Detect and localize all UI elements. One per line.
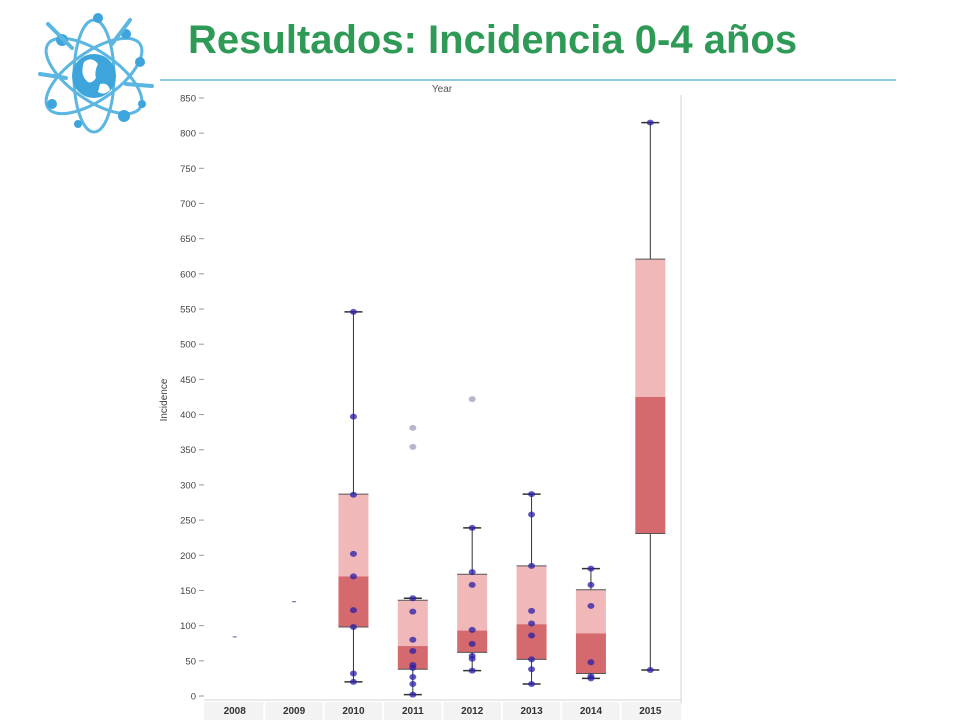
data-point <box>409 647 417 654</box>
box-upper-quartile <box>575 589 606 634</box>
y-tick-label: 750 <box>180 164 196 175</box>
x-tick-label: 2010 <box>342 706 365 717</box>
y-tick-label: 800 <box>180 129 196 140</box>
box-lower-quartile <box>575 633 606 674</box>
data-point <box>409 595 417 602</box>
data-point <box>349 550 357 557</box>
y-tick-label: 300 <box>180 480 196 491</box>
outlier-point <box>409 443 417 450</box>
data-point <box>409 608 417 615</box>
data-point <box>587 673 595 680</box>
title-divider <box>160 79 896 81</box>
x-tick-label: 2012 <box>461 706 484 717</box>
y-tick-label: 150 <box>180 586 196 597</box>
box-lower-quartile <box>635 396 666 534</box>
data-point <box>528 491 536 498</box>
data-point <box>528 666 536 673</box>
data-point <box>528 562 536 569</box>
data-point <box>349 491 357 498</box>
box-upper-quartile <box>516 565 547 625</box>
atom-globe-logo <box>38 13 154 134</box>
data-point <box>349 607 357 614</box>
data-point <box>468 626 476 633</box>
box-upper-quartile <box>338 494 369 577</box>
outlier-point <box>468 396 476 403</box>
box-lower-quartile <box>397 646 428 670</box>
box-lower-quartile <box>516 624 547 660</box>
data-point <box>468 581 476 588</box>
y-tick-label: 850 <box>180 93 196 104</box>
page-title: Resultados: Incidencia 0-4 años <box>188 18 798 62</box>
y-tick-label: 350 <box>180 445 196 456</box>
x-tick-label: 2011 <box>402 706 424 717</box>
y-tick-label: 450 <box>180 375 196 386</box>
data-point <box>587 565 595 572</box>
data-point <box>409 636 417 643</box>
data-point <box>587 659 595 666</box>
data-point <box>587 581 595 588</box>
data-point <box>528 511 536 518</box>
y-tick-label: 550 <box>180 305 196 316</box>
data-point <box>468 667 476 674</box>
data-point <box>528 632 536 639</box>
x-tick-label: 2013 <box>520 706 543 717</box>
y-tick-label: 650 <box>180 234 196 245</box>
data-point <box>468 652 476 659</box>
data-point <box>349 413 357 420</box>
data-point <box>349 308 357 315</box>
data-point <box>646 119 654 126</box>
y-tick-label: 600 <box>180 269 196 280</box>
data-point <box>349 670 357 677</box>
data-point <box>349 624 357 631</box>
data-point <box>409 691 417 698</box>
data-point <box>646 666 654 673</box>
data-point <box>528 620 536 627</box>
data-point <box>468 640 476 647</box>
x-tick-label: 2015 <box>639 706 662 717</box>
y-tick-label: 0 <box>191 692 196 703</box>
y-axis-label: Incidence <box>159 378 170 421</box>
y-tick-label: 400 <box>180 410 196 421</box>
y-tick-label: 700 <box>180 199 196 210</box>
x-tick-label: 2008 <box>224 706 247 717</box>
data-point <box>409 681 417 688</box>
data-point <box>468 569 476 576</box>
box-upper-quartile <box>635 259 666 397</box>
outlier-point <box>409 424 417 431</box>
data-point <box>409 662 417 669</box>
data-point <box>528 656 536 663</box>
data-point <box>349 573 357 580</box>
box-lower-quartile <box>338 576 369 628</box>
x-tick-label: 2014 <box>580 706 603 717</box>
data-point <box>349 678 357 685</box>
data-point <box>528 681 536 688</box>
x-tick-label: 2009 <box>283 706 306 717</box>
y-tick-label: 50 <box>185 656 196 667</box>
y-tick-label: 200 <box>180 551 196 562</box>
x-axis-top-label: Year <box>432 84 453 95</box>
data-point <box>468 524 476 531</box>
y-tick-label: 500 <box>180 340 196 351</box>
data-point <box>587 602 595 609</box>
y-tick-label: 100 <box>180 621 196 632</box>
data-point <box>409 674 417 681</box>
y-tick-label: 250 <box>180 516 196 527</box>
data-point <box>528 607 536 614</box>
